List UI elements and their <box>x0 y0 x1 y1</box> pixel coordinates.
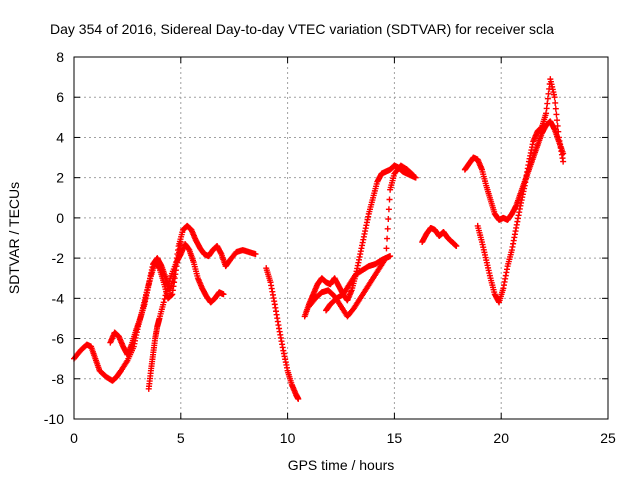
data-series-arc-10 <box>474 76 567 306</box>
data-point <box>386 196 393 203</box>
x-tick-label: 10 <box>280 430 296 446</box>
data-point <box>166 278 173 285</box>
y-tick-label: -6 <box>52 331 65 347</box>
data-point <box>552 105 559 112</box>
data-point <box>165 282 172 289</box>
data-series-arc-4 <box>263 265 302 402</box>
data-point <box>554 117 561 124</box>
data-point <box>252 251 259 258</box>
data-point <box>555 128 562 135</box>
x-tick-label: 25 <box>600 430 616 446</box>
x-axis-label: GPS time / hours <box>288 457 395 473</box>
data-point <box>383 245 390 252</box>
y-tick-label: -4 <box>52 290 65 306</box>
data-point <box>163 289 170 296</box>
data-point <box>385 216 392 223</box>
data-point <box>162 292 169 299</box>
x-tick-label: 20 <box>493 430 509 446</box>
data-point <box>453 243 460 250</box>
data-point <box>409 171 416 178</box>
data-series-arc-2 <box>107 222 259 358</box>
data-point <box>560 158 567 165</box>
data-series-arc-3 <box>145 241 227 392</box>
y-tick-label: -10 <box>44 411 64 427</box>
data-series-arc-9 <box>461 118 567 223</box>
data-point <box>552 99 559 106</box>
x-tick-label: 0 <box>70 430 78 446</box>
data-series-arc-6 <box>305 162 417 320</box>
y-tick-label: 0 <box>56 210 64 226</box>
data-point <box>387 253 394 260</box>
data-point <box>410 172 417 179</box>
data-point <box>384 225 391 232</box>
data-point <box>384 235 391 242</box>
data-point <box>551 94 558 101</box>
data-point <box>554 122 561 129</box>
data-point <box>164 285 171 292</box>
x-tick-label: 15 <box>387 430 403 446</box>
y-tick-label: 4 <box>56 129 64 145</box>
y-tick-label: -8 <box>52 371 65 387</box>
data-point <box>161 295 168 302</box>
data-series-arc-7 <box>323 253 394 314</box>
chart-title: Day 354 of 2016, Sidereal Day-to-day VTE… <box>50 21 554 37</box>
y-tick-label: 8 <box>56 49 64 65</box>
y-tick-label: 2 <box>56 170 64 186</box>
data-point <box>385 206 392 213</box>
data-point <box>553 111 560 118</box>
data-point <box>220 291 227 298</box>
plot-frame <box>73 56 609 420</box>
data-point <box>295 395 302 402</box>
y-tick-label: -2 <box>52 250 65 266</box>
x-tick-label: 5 <box>177 430 185 446</box>
data-series-arc-1 <box>71 239 184 384</box>
y-tick-label: 6 <box>56 89 64 105</box>
data-point <box>160 299 167 306</box>
y-axis-label: SDTVAR / TECUs <box>6 182 22 294</box>
data-series-arc-8 <box>419 224 460 250</box>
